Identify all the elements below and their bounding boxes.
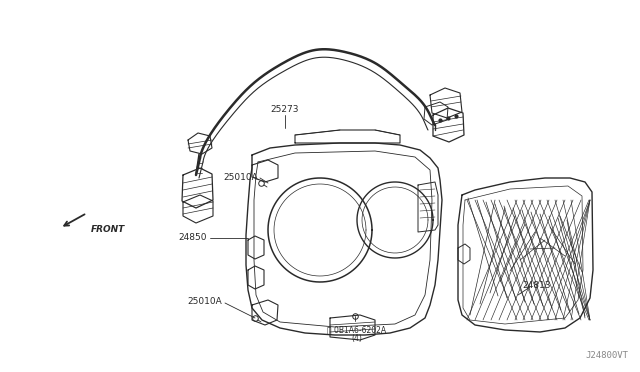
Text: 25010A: 25010A — [188, 298, 222, 307]
Text: J24800VT: J24800VT — [585, 351, 628, 360]
Text: (4): (4) — [351, 334, 362, 343]
Text: 25010A: 25010A — [223, 173, 258, 182]
Text: 24850: 24850 — [179, 234, 207, 243]
Text: Ⓑ 0B1A6-6202A: Ⓑ 0B1A6-6202A — [328, 326, 387, 334]
Text: 25273: 25273 — [271, 106, 300, 115]
Text: FRONT: FRONT — [91, 225, 125, 234]
Text: 24813: 24813 — [523, 280, 551, 289]
